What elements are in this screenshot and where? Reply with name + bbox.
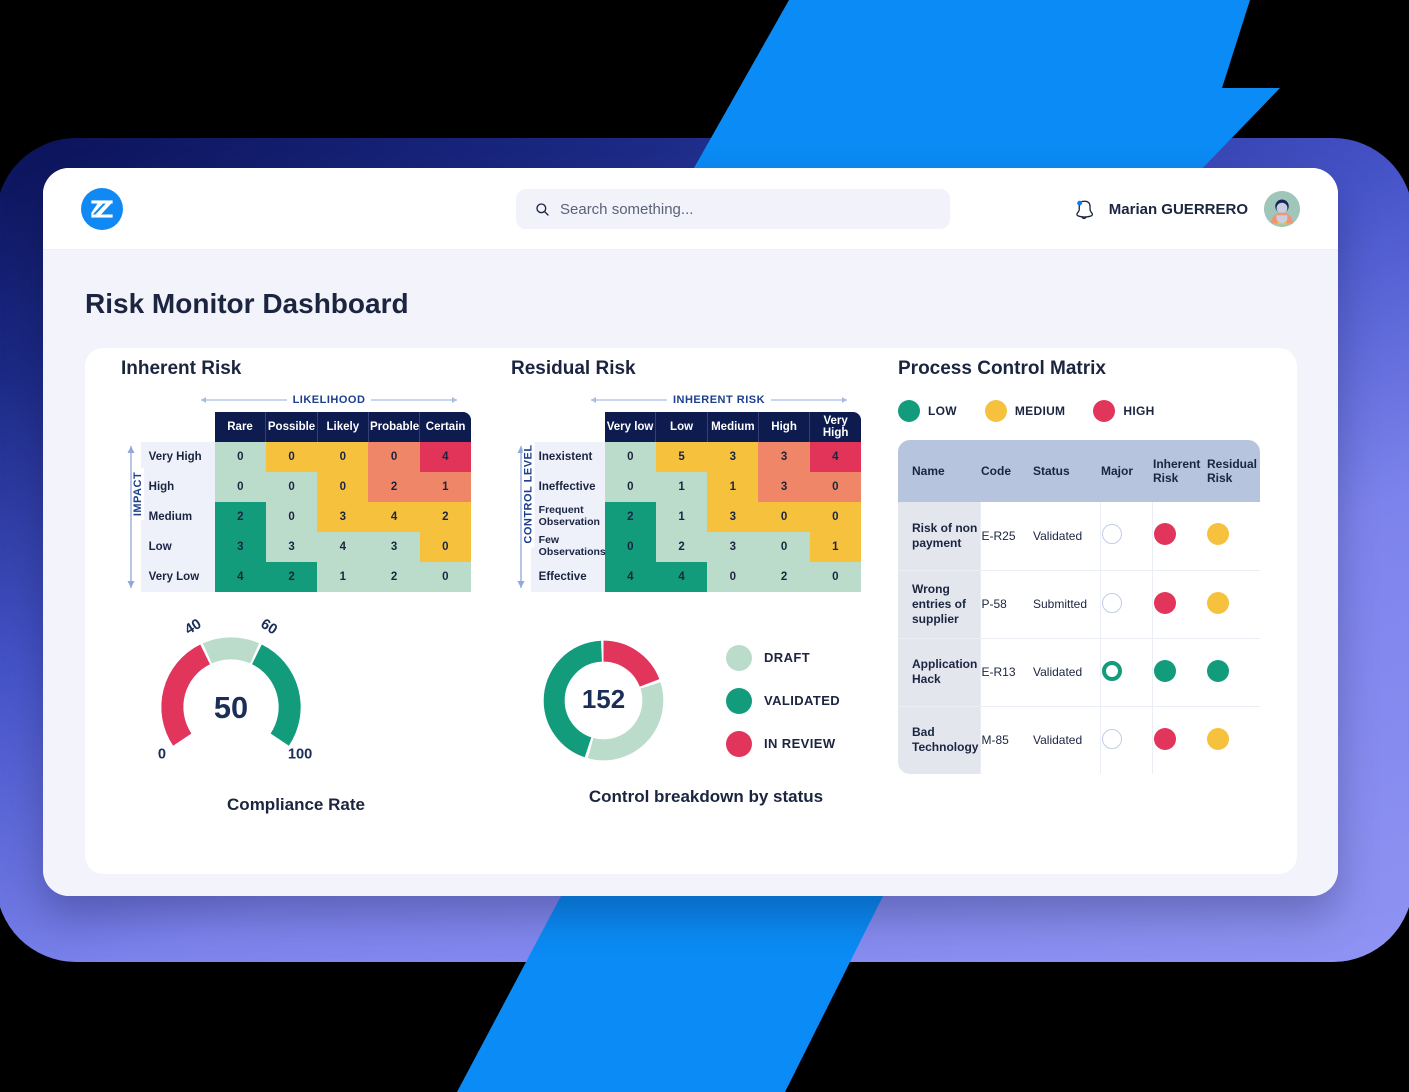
svg-text:152: 152 (582, 686, 625, 714)
svg-text:40: 40 (182, 616, 204, 638)
svg-text:0: 0 (158, 746, 166, 762)
svg-text:50: 50 (214, 690, 248, 725)
svg-text:60: 60 (258, 616, 280, 638)
svg-text:100: 100 (288, 746, 312, 762)
